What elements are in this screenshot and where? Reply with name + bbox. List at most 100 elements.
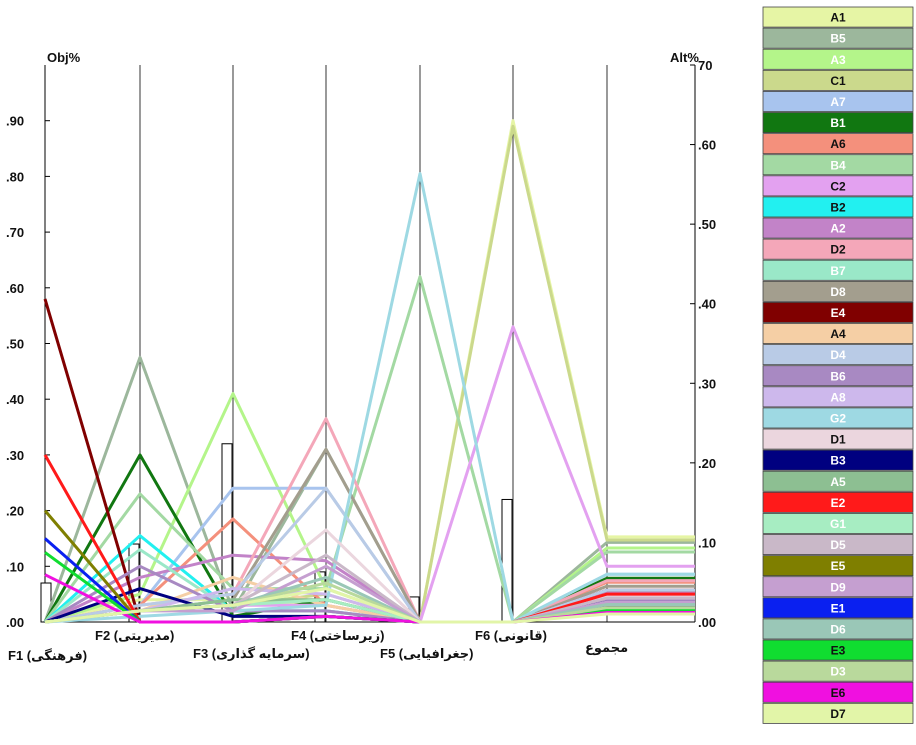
series-line-b4 — [43, 275, 695, 624]
legend-swatch-b5 — [762, 27, 914, 49]
legend-label-d2: D2 — [830, 243, 846, 257]
legend-label-a6: A6 — [830, 137, 846, 151]
legend-swatch-a1 — [762, 6, 914, 28]
right-tick-label: .00 — [698, 615, 716, 630]
left-tick-label: .10 — [6, 559, 24, 574]
series-line-c1 — [44, 124, 695, 624]
left-tick-label: .20 — [6, 504, 24, 519]
legend-label-b5: B5 — [830, 32, 846, 46]
legend-swatch-d3 — [762, 660, 914, 682]
legend-label-b3: B3 — [830, 454, 846, 468]
legend-label-g1: G1 — [830, 517, 846, 531]
legend-label-a3: A3 — [830, 53, 846, 67]
series-line-a1 — [44, 119, 695, 624]
legend-label-a1: A1 — [830, 11, 846, 25]
series-line-d7 — [44, 587, 695, 624]
right-tick-label: .30 — [698, 376, 716, 391]
legend-swatch-c2 — [762, 175, 914, 197]
legend-swatch-e2 — [762, 491, 914, 513]
right-tick-label: .50 — [698, 217, 716, 232]
legend-swatch-d9 — [762, 576, 914, 598]
legend-swatch-d5 — [762, 534, 914, 556]
right-tick-label: .20 — [698, 456, 716, 471]
right-axis-title: Alt% — [670, 50, 699, 65]
legend-swatch-c1 — [762, 69, 914, 91]
legend-swatch-b3 — [762, 449, 914, 471]
left-tick-label: .40 — [6, 392, 24, 407]
legend-label-e1: E1 — [831, 601, 846, 615]
criterion-label-f2: F2 (مدیریتی) — [95, 628, 174, 643]
legend-label-a2: A2 — [830, 222, 846, 236]
left-tick-label: .00 — [6, 615, 24, 630]
legend-label-b2: B2 — [830, 200, 846, 214]
legend-swatch-d1 — [762, 428, 914, 450]
legend-swatch-a6 — [762, 133, 914, 155]
axes-layer — [44, 64, 696, 623]
left-tick-label: .70 — [6, 225, 24, 240]
criterion-label-f4: F4 (زیرساختی) — [291, 628, 384, 643]
legend-label-b6: B6 — [830, 369, 846, 383]
left-tick-label: .50 — [6, 337, 24, 352]
legend-label-e4: E4 — [831, 306, 846, 320]
legend-label-b4: B4 — [830, 158, 846, 172]
legend-swatch-e4 — [762, 301, 914, 323]
left-tick-label: .80 — [6, 169, 24, 184]
legend-swatch-e3 — [762, 639, 914, 661]
legend-swatch-e5 — [762, 555, 914, 577]
left-tick-label: .90 — [6, 114, 24, 129]
legend-swatch-b4 — [762, 154, 914, 176]
legend-swatch-e6 — [762, 681, 914, 703]
right-tick-label: .40 — [698, 297, 716, 312]
legend-swatch-a7 — [762, 91, 914, 112]
legend-swatch-b6 — [762, 365, 914, 387]
criterion-label-f3: F3 (سرمایه گذاری) — [193, 646, 310, 661]
legend-label-c1: C1 — [830, 74, 846, 88]
legend-swatch-b2 — [762, 196, 914, 218]
legend-label-a7: A7 — [830, 95, 846, 109]
legend-swatch-g2 — [762, 407, 914, 429]
legend-swatch-a5 — [762, 470, 914, 492]
left-tick-label: .30 — [6, 448, 24, 463]
legend-label-e6: E6 — [831, 686, 846, 700]
left-tick-label: .60 — [6, 281, 24, 296]
legend-swatch-d8 — [762, 280, 914, 302]
legend-swatch-a8 — [762, 386, 914, 408]
legend-label-d7: D7 — [830, 707, 846, 721]
criterion-label-f5: F5 (جغرافیایی) — [380, 646, 473, 661]
legend-label-e2: E2 — [831, 496, 846, 510]
legend-label-d8: D8 — [830, 285, 846, 299]
series-lines-layer — [43, 119, 695, 624]
legend-swatch-d2 — [762, 238, 914, 260]
legend-label-b7: B7 — [830, 264, 846, 278]
legend-label-c2: C2 — [830, 179, 846, 193]
legend-label-d3: D3 — [830, 665, 846, 679]
legend-swatch-a3 — [762, 48, 914, 70]
legend-label-b1: B1 — [830, 116, 846, 130]
legend-swatch-a4 — [762, 323, 914, 345]
legend-label-a8: A8 — [830, 390, 846, 404]
series-line-g2 — [44, 172, 695, 624]
legend-label-d5: D5 — [830, 538, 846, 552]
legend-swatch-d6 — [762, 618, 914, 640]
legend-label-d6: D6 — [830, 622, 846, 636]
right-tick-label: .10 — [698, 535, 716, 550]
right-tick-label: .60 — [698, 138, 716, 153]
legend-label-g2: G2 — [830, 411, 846, 425]
legend-label-a5: A5 — [830, 475, 846, 489]
criterion-label-f6: F6 (قانونی) — [475, 628, 547, 643]
legend-swatch-e1 — [762, 597, 914, 619]
left-axis-title: Obj% — [47, 50, 81, 65]
total-label: مجموع — [585, 640, 628, 655]
legend-swatch-d7 — [762, 702, 914, 724]
legend: A1 B5 A3 C1 A7 B1 A6 B4 C2 B2 A2 D2 B7 D8 E4 A4 D4 B6 A8 G2… — [762, 6, 914, 724]
legend-swatch-b7 — [762, 259, 914, 281]
legend-label-a4: A4 — [830, 327, 846, 341]
legend-label-d4: D4 — [830, 348, 846, 362]
legend-label-e3: E3 — [831, 644, 846, 658]
labels-layer: Obj% Alt% .00 .10 .20 .30 .40 .50 .60 .70 .80 .90… — [6, 50, 716, 663]
right-tick-label: 70 — [698, 58, 712, 73]
legend-label-d1: D1 — [830, 433, 846, 447]
legend-label-e5: E5 — [831, 559, 846, 573]
series-line-d4 — [44, 486, 695, 624]
